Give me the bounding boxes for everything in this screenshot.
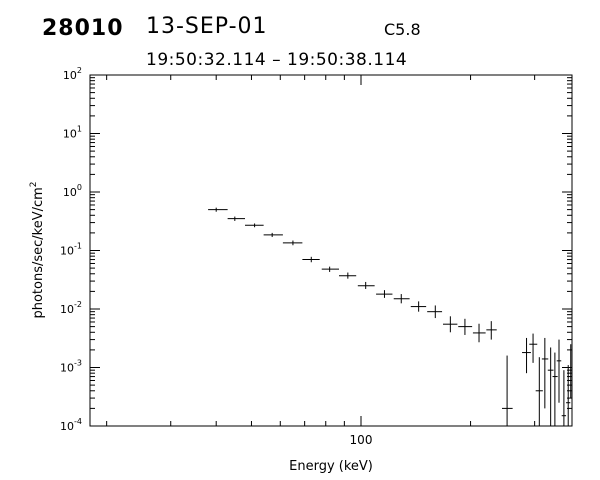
y-tick-base: 10 (60, 303, 74, 316)
y-tick-exponent: -3 (74, 359, 82, 368)
data-point (245, 223, 264, 228)
data-point (556, 339, 562, 403)
y-tick-exponent: 2 (77, 66, 82, 75)
time-range: 19:50:32.114 – 19:50:38.114 (146, 50, 408, 70)
data-point (458, 318, 473, 335)
data-point (410, 301, 427, 312)
y-tick-label: 102 (63, 66, 82, 82)
data-point (569, 344, 572, 399)
y-tick-exponent: 1 (77, 125, 82, 134)
data-point (561, 370, 567, 426)
data-point (472, 323, 486, 343)
x-axis-tick-labels: 100 (350, 433, 373, 447)
y-tick-exponent: -4 (74, 417, 82, 426)
data-point (357, 281, 375, 289)
y-tick-base: 10 (63, 186, 77, 199)
data-point (552, 352, 558, 426)
data-point (227, 216, 246, 221)
y-tick-label: 10-2 (60, 300, 82, 316)
data-point (208, 207, 228, 212)
data-point (393, 294, 410, 304)
data-point (376, 290, 393, 298)
y-axis-label-main: photons/sec/keV/cm (31, 187, 46, 318)
data-point (339, 272, 357, 279)
y-axis-ticks (90, 74, 572, 427)
y-tick-base: 10 (60, 245, 74, 258)
data-point (535, 357, 543, 426)
data-point (541, 337, 549, 409)
data-point (302, 256, 320, 263)
y-tick-label: 10-4 (60, 417, 82, 433)
y-tick-exponent: 0 (77, 183, 82, 192)
data-point (547, 347, 554, 426)
y-tick-exponent: -2 (74, 300, 82, 309)
y-axis-label: photons/sec/keV/cm2 (29, 181, 46, 318)
data-point (566, 365, 571, 426)
x-axis-ticks (106, 75, 536, 426)
y-tick-label: 101 (63, 125, 82, 141)
event-date: 13-SEP-01 (146, 14, 268, 39)
data-point (501, 355, 513, 426)
y-tick-label: 10-3 (60, 359, 82, 375)
data-point (427, 305, 443, 319)
data-point (486, 321, 497, 340)
data-point (321, 266, 340, 272)
data-point (522, 337, 531, 374)
plot-frame (89, 74, 573, 427)
y-tick-label: 10-1 (60, 242, 82, 258)
y-tick-label: 100 (63, 183, 82, 199)
data-point (263, 232, 283, 238)
data-point (529, 333, 538, 363)
y-tick-base: 10 (60, 362, 74, 375)
y-axis-label-sup: 2 (29, 181, 39, 187)
y-tick-base: 10 (60, 420, 74, 433)
data-point (282, 240, 303, 246)
event-id: 28010 (42, 16, 124, 41)
x-axis-label: Energy (keV) (289, 459, 373, 474)
x-tick-label: 100 (350, 433, 373, 447)
y-tick-exponent: -1 (74, 242, 82, 251)
goes-class: C5.8 (384, 20, 421, 39)
y-tick-base: 10 (63, 128, 77, 141)
data-points (208, 207, 572, 426)
y-tick-base: 10 (63, 69, 77, 82)
data-point (443, 316, 458, 333)
